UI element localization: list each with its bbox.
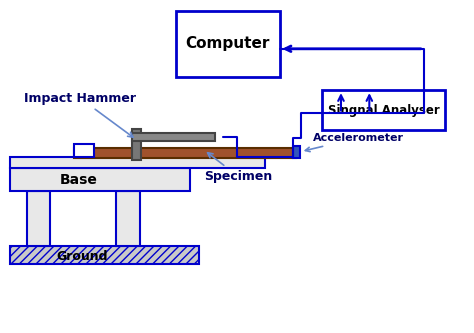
Text: Computer: Computer (185, 36, 270, 51)
Bar (74, 148, 296, 158)
Bar (175, 11, 280, 77)
Text: Accelerometer: Accelerometer (305, 133, 404, 152)
Bar (132, 133, 215, 141)
Text: Base: Base (59, 173, 97, 187)
Bar (322, 90, 445, 130)
Text: Ground: Ground (56, 250, 108, 263)
Text: Singnal Analyser: Singnal Analyser (328, 104, 439, 117)
Text: Specimen: Specimen (204, 153, 272, 183)
Bar (10, 157, 265, 168)
Bar (293, 146, 301, 158)
Bar (132, 129, 141, 160)
Bar (10, 246, 199, 264)
Text: Impact Hammer: Impact Hammer (24, 92, 137, 137)
Bar (117, 191, 140, 246)
Bar (10, 168, 190, 191)
Bar (74, 144, 94, 157)
Bar (27, 191, 50, 246)
